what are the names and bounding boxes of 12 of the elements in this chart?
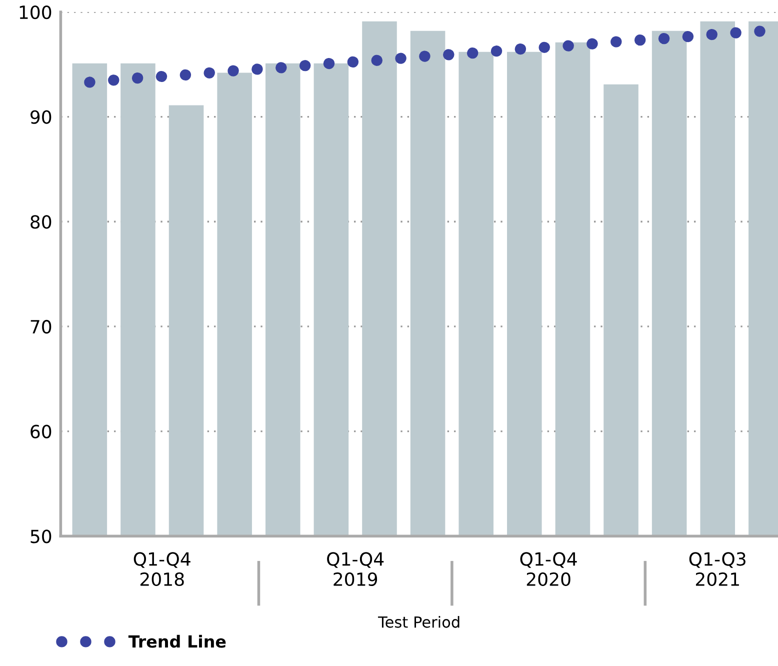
y-tick-label: 50 (30, 530, 52, 544)
y-tick-label: 100 (20, 5, 52, 20)
y-tick-label: 80 (30, 215, 52, 229)
text: Q1-Q4 2020 (520, 552, 577, 586)
y-tick-label: 60 (30, 424, 52, 438)
text: Q1-Q3 2021 (689, 552, 746, 586)
text: Q1-Q4 2019 (327, 552, 384, 586)
legend-label: Trend Line (128, 634, 226, 648)
y-tick-label: 70 (30, 320, 52, 334)
x-axis-title: Test Period (378, 616, 460, 628)
y-tick-label: 90 (30, 110, 52, 124)
text: Q1-Q4 2018 (134, 552, 190, 586)
